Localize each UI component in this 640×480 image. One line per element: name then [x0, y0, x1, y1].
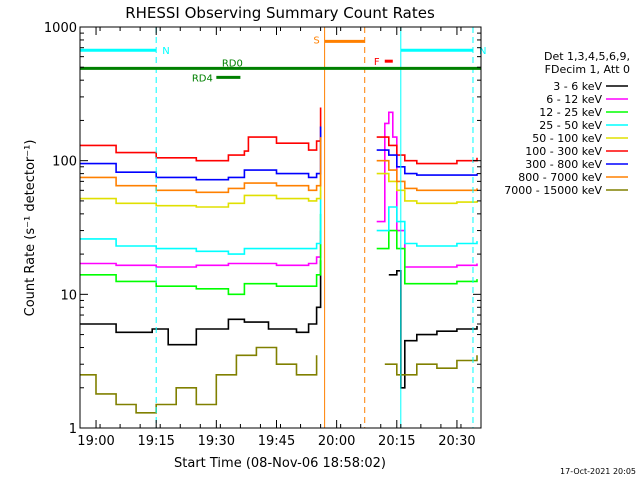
legend: Det 1,3,4,5,6,9,FDecim 1, Att 0 3 - 6 keV… [504, 50, 630, 197]
series-line-5 [80, 107, 478, 165]
series-line-8 [80, 346, 478, 414]
x-tick-label-3: 19:45 [258, 434, 295, 449]
legend-label-4: 50 - 100 keV [532, 132, 602, 145]
y-tick-label-3: 1000 [44, 21, 77, 36]
legend-label-7: 800 - 7000 keV [518, 171, 602, 184]
y-axis-label: Count Rate (s⁻¹ detector⁻¹) [23, 140, 38, 317]
legend-label-3: 25 - 50 keV [539, 119, 602, 132]
legend-label-2: 12 - 25 keV [539, 106, 602, 119]
series-line-3 [80, 190, 478, 255]
series-line-2 [80, 213, 478, 296]
annotation-label-2: S [313, 35, 319, 46]
footer-date: 17-Oct-2021 20:05 [560, 467, 636, 476]
x-tick-label-4: 20:00 [318, 434, 355, 449]
x-tick-label-5: 20:15 [378, 434, 415, 449]
x-tick-label-6: 20:30 [438, 434, 475, 449]
x-tick-label-1: 19:15 [137, 434, 174, 449]
legend-label-0: 3 - 6 keV [553, 80, 602, 93]
legend-header-0: Det 1,3,4,5,6,9, [544, 50, 630, 63]
x-axis-label: Start Time (08-Nov-06 18:58:02) [174, 456, 386, 471]
legend-label-6: 300 - 800 keV [525, 158, 602, 171]
series-layer [80, 107, 478, 414]
series-line-7 [80, 137, 478, 194]
legend-label-1: 6 - 12 keV [546, 93, 602, 106]
plot-frame [79, 26, 482, 429]
annotation-label-5: RD4 [192, 73, 213, 84]
annotation-layer: N N S F RD0 RD4 [79, 27, 486, 428]
legend-label-5: 100 - 300 keV [525, 145, 602, 158]
annotation-label-0: N [162, 46, 169, 57]
series-line-4 [80, 172, 478, 208]
x-tick-label-0: 19:00 [77, 434, 114, 449]
y-tick-label-1: 10 [60, 288, 77, 303]
annotation-label-3: F [374, 57, 380, 68]
series-line-0 [80, 260, 478, 389]
x-tick-label-2: 19:30 [198, 434, 235, 449]
annotation-label-4: RD0 [222, 58, 243, 69]
legend-header-1: FDecim 1, Att 0 [545, 63, 630, 76]
y-tick-label-0: 1 [69, 422, 77, 437]
axis-layer: 1 10 100 1000 19:00 19:15 19:30 19:45 20:00 20:15… [44, 21, 482, 449]
annotation-label-1: N [479, 46, 486, 57]
chart-title: RHESSI Observing Summary Count Rates [125, 4, 435, 22]
y-tick-label-2: 100 [52, 155, 77, 170]
legend-label-8: 7000 - 15000 keV [504, 184, 602, 197]
